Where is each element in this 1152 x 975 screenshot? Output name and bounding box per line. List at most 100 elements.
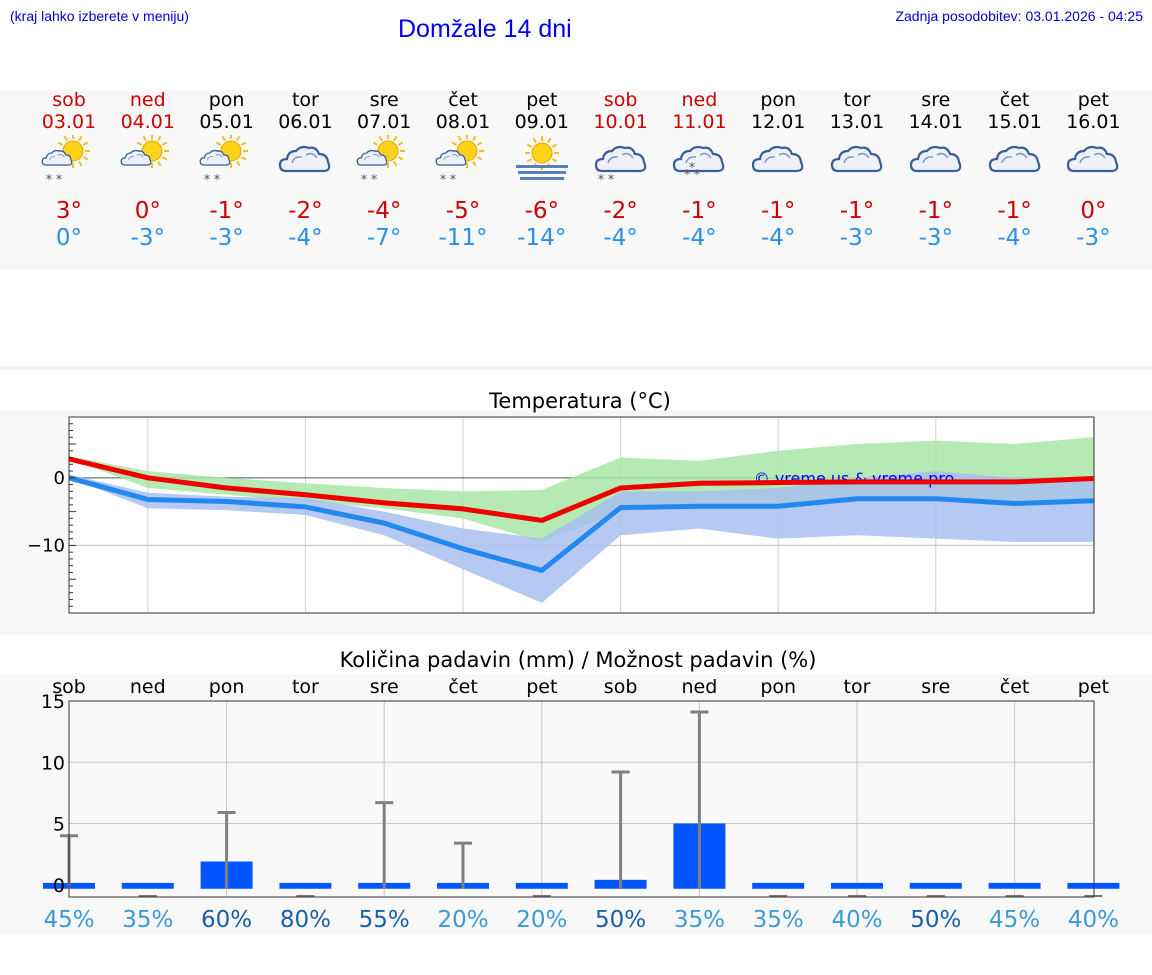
day-name: čet xyxy=(448,89,478,111)
temp-min: -7° xyxy=(366,225,402,251)
day-name: pon xyxy=(760,89,797,111)
svg-text:*: * xyxy=(607,173,614,187)
day-label: ned xyxy=(130,676,166,698)
temp-max: -5° xyxy=(445,198,481,224)
sun-cloud-icon xyxy=(118,134,178,187)
svg-text:*: * xyxy=(440,173,447,187)
last-updated: Zadnja posodobitev: 03.01.2026 - 04:25 xyxy=(895,8,1143,24)
chart-title: Količina padavin (mm) / Možnost padavin … xyxy=(340,648,817,672)
temp-max: -4° xyxy=(366,198,402,224)
precip-bar xyxy=(515,882,568,889)
location-hint: (kraj lahko izberete v meniju) xyxy=(10,8,189,24)
day-label: pet xyxy=(1078,676,1109,698)
temp-max: -1° xyxy=(997,198,1032,224)
chart-title: Temperatura (°C) xyxy=(488,389,671,413)
day-label: sob xyxy=(52,676,86,698)
temp-max: 0° xyxy=(134,198,161,224)
precip-probability: 40% xyxy=(1068,907,1119,933)
temp-min: -3° xyxy=(918,225,954,251)
day-date: 11.01 xyxy=(672,111,727,133)
day-label: sre xyxy=(921,676,950,698)
temp-min: -11° xyxy=(438,225,488,251)
cloud-icon xyxy=(827,135,887,187)
temp-min: -3° xyxy=(130,225,166,251)
day-label: sre xyxy=(370,676,399,698)
tmax-range-band xyxy=(69,437,1094,543)
precip-bar xyxy=(121,882,174,889)
svg-text:*: * xyxy=(56,173,63,187)
precip-probability: 60% xyxy=(201,907,252,933)
day-name: sre xyxy=(921,89,951,111)
svg-text:*: * xyxy=(371,173,378,187)
precip-probability: 35% xyxy=(753,907,804,933)
day-date: 09.01 xyxy=(514,111,569,133)
day-name: pon xyxy=(208,89,245,111)
cloud-snow-icon: * * * xyxy=(669,135,729,187)
day-label: pon xyxy=(760,676,796,698)
precip-bar xyxy=(909,882,962,889)
precip-probability: 35% xyxy=(674,907,725,933)
temp-min: -3° xyxy=(839,225,875,251)
precip-probability: 20% xyxy=(437,907,488,933)
precip-bar xyxy=(279,882,332,889)
cloud-icon xyxy=(1063,135,1123,187)
temp-max: -1° xyxy=(760,198,796,224)
temp-min: -4° xyxy=(997,225,1032,251)
svg-text:*: * xyxy=(684,168,691,183)
tmin-line xyxy=(68,475,1094,573)
temp-max: -1° xyxy=(918,198,954,224)
temp-max: -6° xyxy=(524,198,560,224)
precip-probability: 35% xyxy=(122,907,173,933)
day-name: sre xyxy=(369,89,399,111)
sun-cloud-snow-icon: * * xyxy=(197,134,257,188)
plot-frame xyxy=(68,700,1095,898)
precip-probability: 80% xyxy=(280,907,331,933)
precip-bar xyxy=(1067,882,1120,889)
precip-bar xyxy=(831,882,883,889)
cloud-snow-icon: * * xyxy=(591,135,651,188)
svg-text:*: * xyxy=(46,173,53,187)
precip-probability: 55% xyxy=(359,907,410,933)
cloud-icon xyxy=(748,135,808,187)
svg-text:*: * xyxy=(213,173,220,187)
precip-bar xyxy=(752,882,805,889)
temp-min: -14° xyxy=(517,225,567,251)
cloud-icon xyxy=(906,135,966,187)
page-title: Domžale 14 dni xyxy=(398,15,572,43)
day-date: 04.01 xyxy=(120,111,175,133)
day-label: čet xyxy=(448,676,478,698)
temp-max: 3° xyxy=(55,198,83,224)
day-date: 14.01 xyxy=(908,111,963,133)
temp-max: -1° xyxy=(682,198,717,224)
temp-min: -4° xyxy=(603,225,638,251)
y-tick-label: 0 xyxy=(53,875,65,897)
svg-text:*: * xyxy=(203,173,210,187)
day-name: tor xyxy=(291,89,319,111)
y-tick-label: −10 xyxy=(27,535,65,556)
forecast-band xyxy=(0,90,1152,270)
day-name: čet xyxy=(999,89,1030,111)
svg-text:*: * xyxy=(689,161,696,176)
precipitation-chart: Količina padavin (mm) / Možnost padavin … xyxy=(41,648,1120,933)
y-tick-label: 5 xyxy=(53,814,65,836)
svg-text:*: * xyxy=(597,173,604,187)
cloud-icon xyxy=(985,135,1045,187)
temp-min: -4° xyxy=(682,225,717,251)
temp-max: -1° xyxy=(209,198,244,224)
day-date: 16.01 xyxy=(1066,111,1121,133)
precip-probability: 50% xyxy=(910,907,961,933)
day-date: 07.01 xyxy=(356,111,412,133)
precip-probability: 45% xyxy=(989,907,1040,933)
temp-max: 0° xyxy=(1080,198,1107,224)
day-date: 10.01 xyxy=(593,111,648,133)
plot-frame xyxy=(68,416,1095,614)
sun-cloud-snow-icon: * * xyxy=(354,134,414,188)
day-date: 15.01 xyxy=(987,111,1042,133)
temp-min: 0° xyxy=(55,225,83,251)
temp-min: -4° xyxy=(760,225,796,251)
day-label: sob xyxy=(604,676,638,698)
day-date: 06.01 xyxy=(278,111,333,133)
y-tick-label: 10 xyxy=(41,752,65,774)
day-name: pet xyxy=(526,89,558,111)
